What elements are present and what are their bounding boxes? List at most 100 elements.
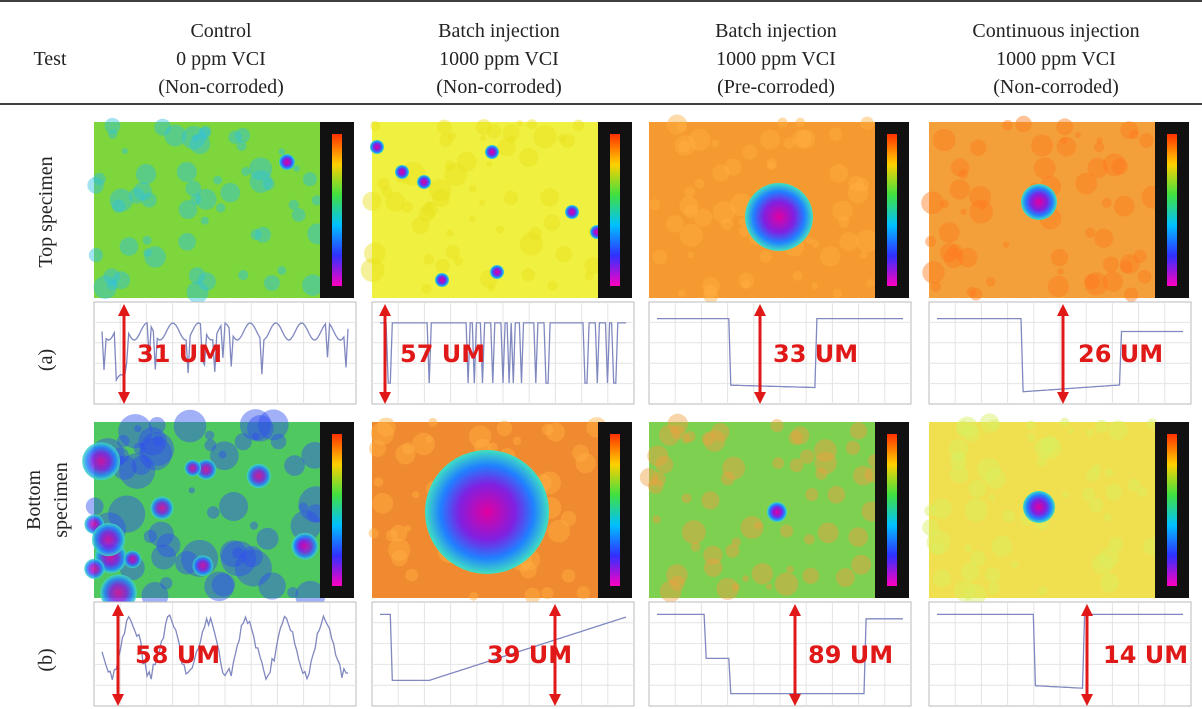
map-texture	[1137, 269, 1152, 284]
map-texture	[817, 522, 839, 544]
map-texture	[678, 289, 686, 297]
map-texture	[241, 166, 251, 176]
map-texture	[926, 530, 951, 555]
pit	[435, 273, 449, 287]
column-header: 0 ppm VCI	[176, 48, 266, 70]
profile-line	[101, 614, 349, 681]
map-texture	[839, 232, 859, 252]
map-texture	[647, 478, 664, 494]
map-texture	[584, 271, 594, 281]
map-texture	[234, 549, 272, 587]
map-texture	[435, 258, 450, 273]
column-header: Continuous injection	[972, 20, 1139, 42]
map-texture	[439, 133, 453, 147]
map-texture	[144, 246, 166, 268]
map-texture	[674, 135, 696, 156]
map-texture	[480, 135, 487, 142]
map-texture	[676, 121, 687, 132]
map-texture	[412, 490, 420, 499]
depth-label: 33 UM	[773, 340, 858, 368]
map-texture	[770, 419, 784, 433]
map-texture	[428, 178, 452, 202]
map-texture	[164, 124, 187, 147]
map-texture	[930, 542, 945, 556]
map-texture	[991, 535, 1013, 557]
pit	[91, 523, 126, 557]
map-texture	[1103, 513, 1112, 522]
map-texture	[655, 455, 674, 474]
map-texture	[207, 506, 220, 519]
map-texture	[185, 180, 202, 197]
map-texture	[584, 256, 602, 274]
map-texture	[751, 563, 774, 585]
map-texture	[119, 237, 139, 256]
map-texture	[249, 170, 273, 193]
map-texture	[956, 416, 979, 439]
map-texture	[425, 435, 433, 443]
map-texture	[1002, 509, 1016, 523]
map-texture	[855, 178, 870, 192]
map-texture	[799, 449, 815, 464]
map-texture	[931, 498, 952, 519]
pit	[246, 463, 271, 489]
arrow-head	[754, 304, 766, 404]
map-texture	[232, 547, 244, 559]
profile-line	[657, 613, 903, 695]
map-texture	[1094, 228, 1114, 248]
map-texture	[425, 201, 434, 210]
row-name: specimen	[50, 462, 72, 538]
map-texture	[651, 471, 666, 487]
height-map	[94, 122, 320, 298]
map-texture	[679, 223, 703, 247]
map-texture	[1095, 419, 1109, 434]
map-texture	[200, 125, 212, 137]
map-texture	[401, 201, 414, 213]
map-texture	[241, 546, 263, 568]
map-texture	[479, 199, 486, 206]
map-texture	[853, 465, 873, 486]
pit	[184, 459, 201, 477]
map-texture	[977, 457, 1001, 482]
map-texture	[792, 270, 803, 281]
map-texture	[720, 471, 735, 486]
map-texture	[288, 199, 299, 210]
map-texture	[181, 125, 206, 150]
map-texture	[108, 495, 146, 533]
map-texture	[851, 554, 872, 575]
map-texture	[1094, 142, 1105, 153]
map-texture	[766, 158, 778, 169]
map-texture	[134, 425, 142, 433]
map-texture	[519, 147, 539, 168]
profile-line	[380, 322, 626, 384]
map-texture	[947, 244, 963, 260]
map-texture	[1031, 134, 1054, 157]
map-texture	[112, 271, 131, 290]
map-texture	[418, 205, 435, 222]
map-texture	[922, 261, 945, 284]
map-texture	[405, 568, 419, 582]
map-texture	[270, 433, 287, 450]
map-texture	[712, 201, 736, 224]
map-texture	[254, 226, 271, 243]
map-texture	[1147, 418, 1158, 429]
color-bar	[887, 434, 897, 586]
map-texture	[411, 216, 430, 235]
map-texture	[469, 591, 479, 601]
map-texture	[966, 286, 977, 297]
map-texture	[960, 562, 980, 582]
pit	[84, 558, 105, 579]
map-texture	[436, 119, 452, 135]
map-texture	[133, 442, 146, 455]
map-texture	[681, 493, 692, 504]
map-texture	[940, 199, 949, 209]
map-texture	[702, 276, 721, 295]
map-texture	[236, 140, 247, 151]
map-texture	[1050, 248, 1069, 267]
map-texture	[922, 519, 939, 536]
map-texture	[402, 442, 415, 455]
arrow-head	[379, 304, 391, 404]
map-texture	[969, 185, 992, 208]
map-texture	[154, 118, 172, 136]
map-texture	[456, 151, 477, 172]
